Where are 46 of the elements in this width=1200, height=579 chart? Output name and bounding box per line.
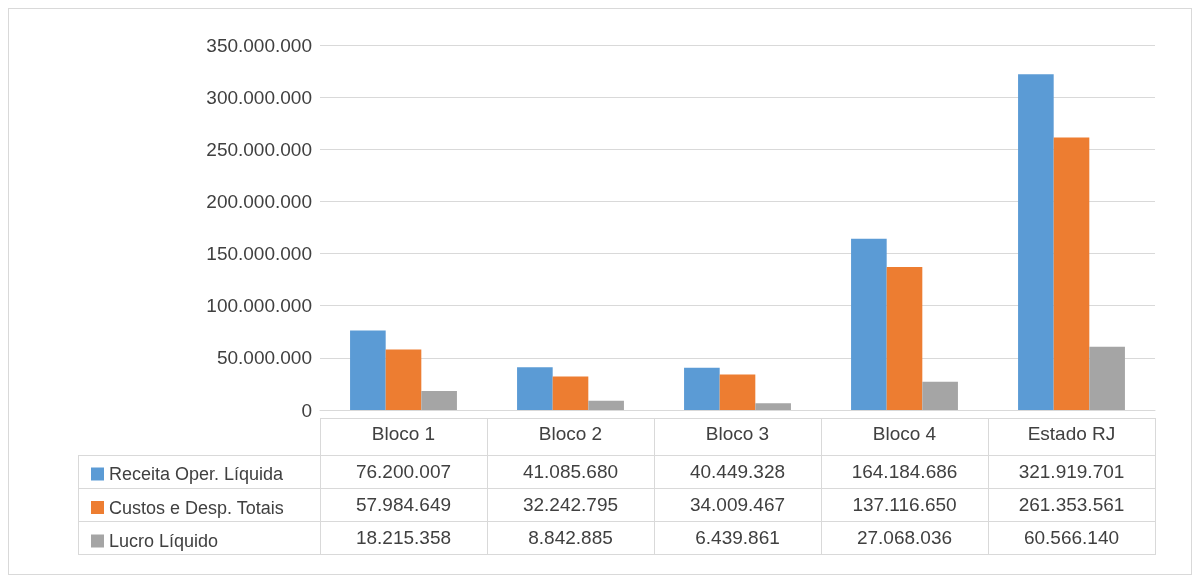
data-label: 137.116.650 <box>852 493 957 515</box>
bar <box>851 238 887 410</box>
data-label: 164.184.686 <box>851 460 958 482</box>
data-label: 18.215.358 <box>355 526 452 548</box>
y-tick-label: 0 <box>301 399 312 421</box>
bar <box>684 367 720 410</box>
data-label: 40.449.328 <box>689 460 786 482</box>
x-tick-label: Bloco 2 <box>538 423 603 444</box>
data-label: 32.242.795 <box>522 493 619 515</box>
x-tick-label: Estado RJ <box>1027 423 1116 444</box>
x-tick-label: Bloco 1 <box>371 423 436 444</box>
x-tick-label: Bloco 3 <box>705 423 770 444</box>
data-label: 34.009.467 <box>689 493 786 515</box>
y-tick-label: 350.000.000 <box>206 34 312 56</box>
data-label: 57.984.649 <box>355 493 452 515</box>
legend-label: Custos e Desp. Totais <box>109 497 284 518</box>
data-label: 41.085.680 <box>522 460 619 482</box>
y-tick-label: 250.000.000 <box>206 138 312 160</box>
bar <box>719 374 756 410</box>
bar <box>552 376 589 410</box>
bar <box>886 267 923 410</box>
data-label: 6.439.861 <box>695 526 780 548</box>
data-label: 76.200.007 <box>355 460 452 482</box>
data-label: 8.842.885 <box>528 526 613 548</box>
y-tick-label: 200.000.000 <box>206 190 312 212</box>
bar <box>588 400 624 410</box>
bar <box>421 391 457 410</box>
y-tick-label: 300.000.000 <box>206 86 312 108</box>
legend-label: Receita Oper. Líquida <box>109 464 285 484</box>
data-label: 321.919.701 <box>1018 460 1125 482</box>
x-tick-label: Bloco 4 <box>872 423 937 444</box>
data-label: 27.068.036 <box>856 526 953 548</box>
legend-label: Lucro Líquido <box>109 531 219 551</box>
data-label: 261.353.561 <box>1018 493 1125 515</box>
bar <box>1053 137 1090 410</box>
data-label: 60.566.140 <box>1023 526 1120 548</box>
y-tick-label: 150.000.000 <box>206 243 312 265</box>
bar <box>922 381 958 410</box>
y-tick-label: 100.000.000 <box>206 295 312 317</box>
bar <box>1089 346 1125 410</box>
y-tick-label: 50.000.000 <box>216 347 312 369</box>
bar <box>755 403 791 410</box>
bar <box>350 330 386 410</box>
bar <box>517 367 553 410</box>
bar <box>1018 74 1054 410</box>
bar <box>385 349 422 410</box>
